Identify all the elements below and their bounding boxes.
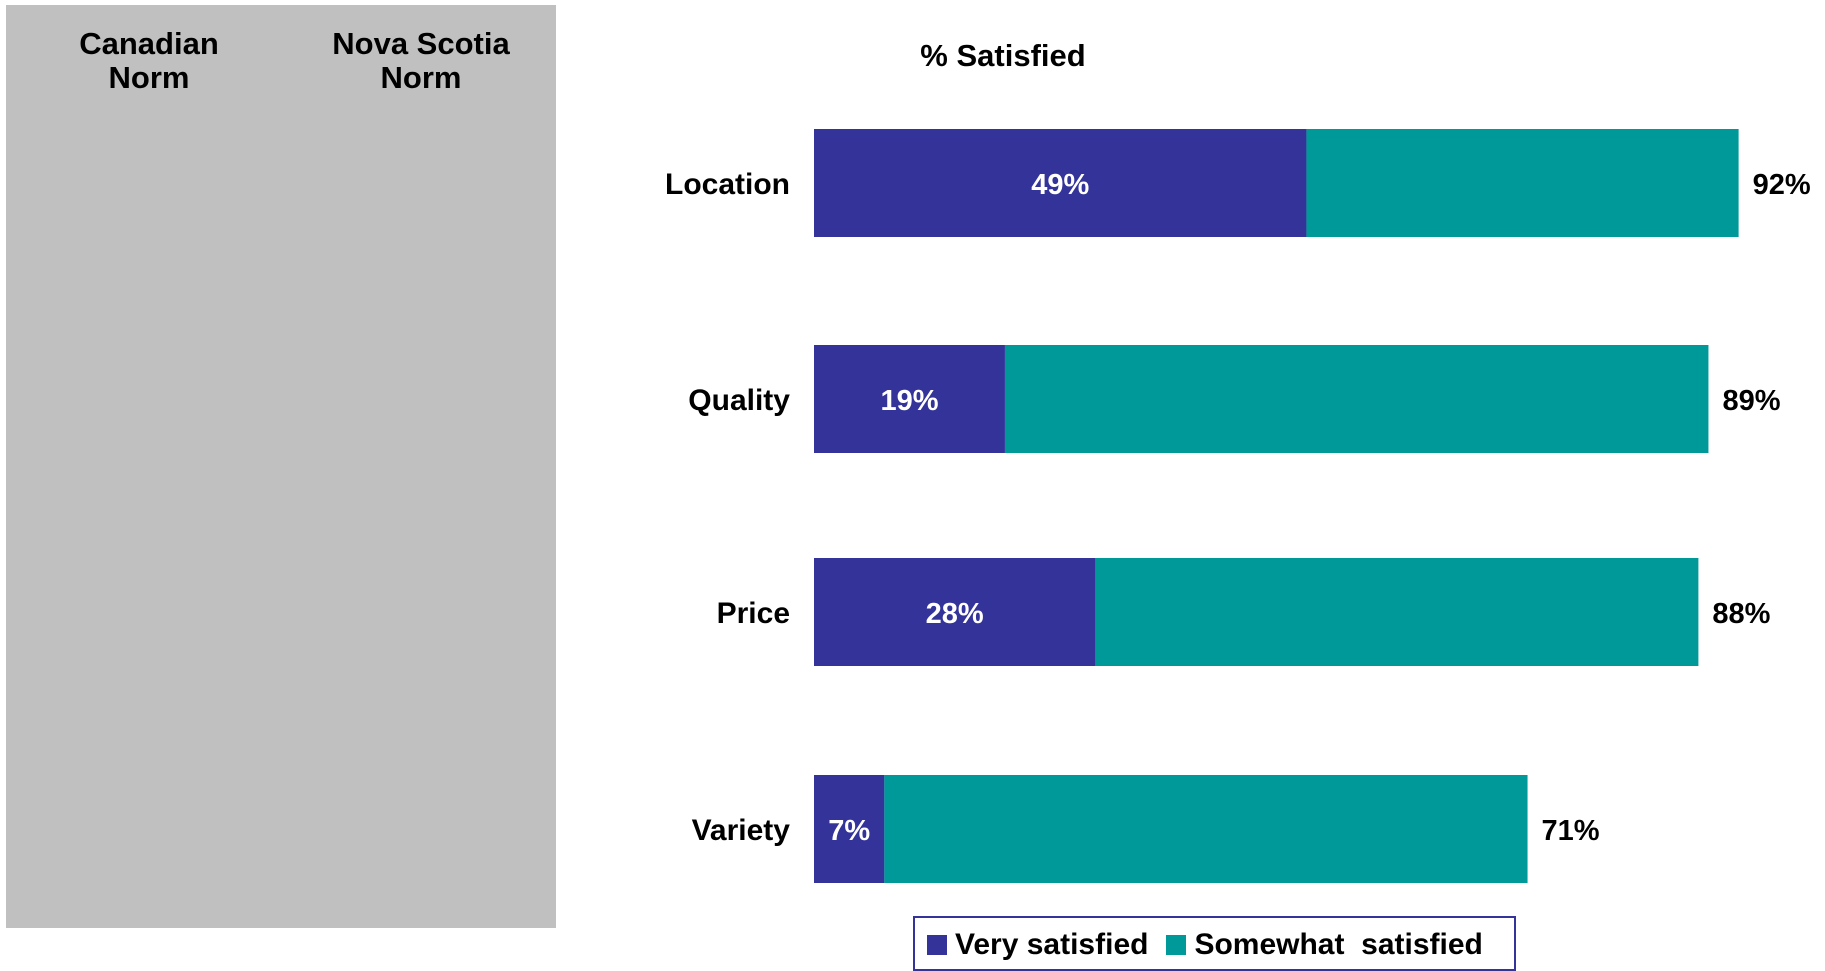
legend-item-very-satisfied: Very satisfied [927, 928, 1148, 962]
data-label-very-satisfied-location: 49% [1031, 169, 1089, 201]
category-label-price: Price [717, 597, 790, 630]
canadian-norm-header: Canadian Norm [79, 26, 219, 95]
nova-scotia-norm-header: Nova Scotia Norm [332, 26, 510, 95]
bar-price-somewhat-satisfied [1095, 558, 1699, 666]
bar-quality-very-satisfied [814, 345, 1005, 453]
total-label-location: 92% [1753, 169, 1811, 201]
bar-variety-somewhat-satisfied [884, 775, 1528, 883]
total-label-quality: 89% [1722, 385, 1780, 417]
bars-group: Location 49% 92% Quality 19% 89% Price 28% 88% Va… [665, 129, 1811, 883]
legend-swatch-very-satisfied [927, 935, 947, 955]
chart-title: % Satisfied [920, 38, 1085, 73]
category-label-variety: Variety [692, 814, 791, 847]
legend-item-somewhat-satisfied: Somewhat satisfied [1166, 928, 1483, 962]
bar-location-somewhat-satisfied [1306, 129, 1739, 237]
total-label-variety: 71% [1542, 815, 1600, 847]
data-label-very-satisfied-price: 28% [926, 598, 984, 630]
total-label-price: 88% [1712, 598, 1770, 630]
data-label-very-satisfied-quality: 19% [880, 385, 938, 417]
bar-price-very-satisfied [814, 558, 1096, 666]
category-label-quality: Quality [688, 384, 790, 417]
bar-quality-somewhat-satisfied [1004, 345, 1709, 453]
data-label-very-satisfied-variety: 7% [828, 815, 870, 847]
category-label-location: Location [665, 168, 790, 201]
legend-swatch-somewhat-satisfied [1166, 935, 1187, 955]
legend-label-very-satisfied: Very satisfied [955, 928, 1149, 961]
legend: Very satisfied Somewhat satisfied [913, 916, 1516, 971]
norms-panel: Canadian Norm Nova Scotia Norm [6, 5, 556, 928]
bar-variety-very-satisfied [814, 775, 885, 883]
bar-location-very-satisfied [814, 129, 1307, 237]
legend-label-somewhat-satisfied: Somewhat satisfied [1194, 928, 1483, 961]
